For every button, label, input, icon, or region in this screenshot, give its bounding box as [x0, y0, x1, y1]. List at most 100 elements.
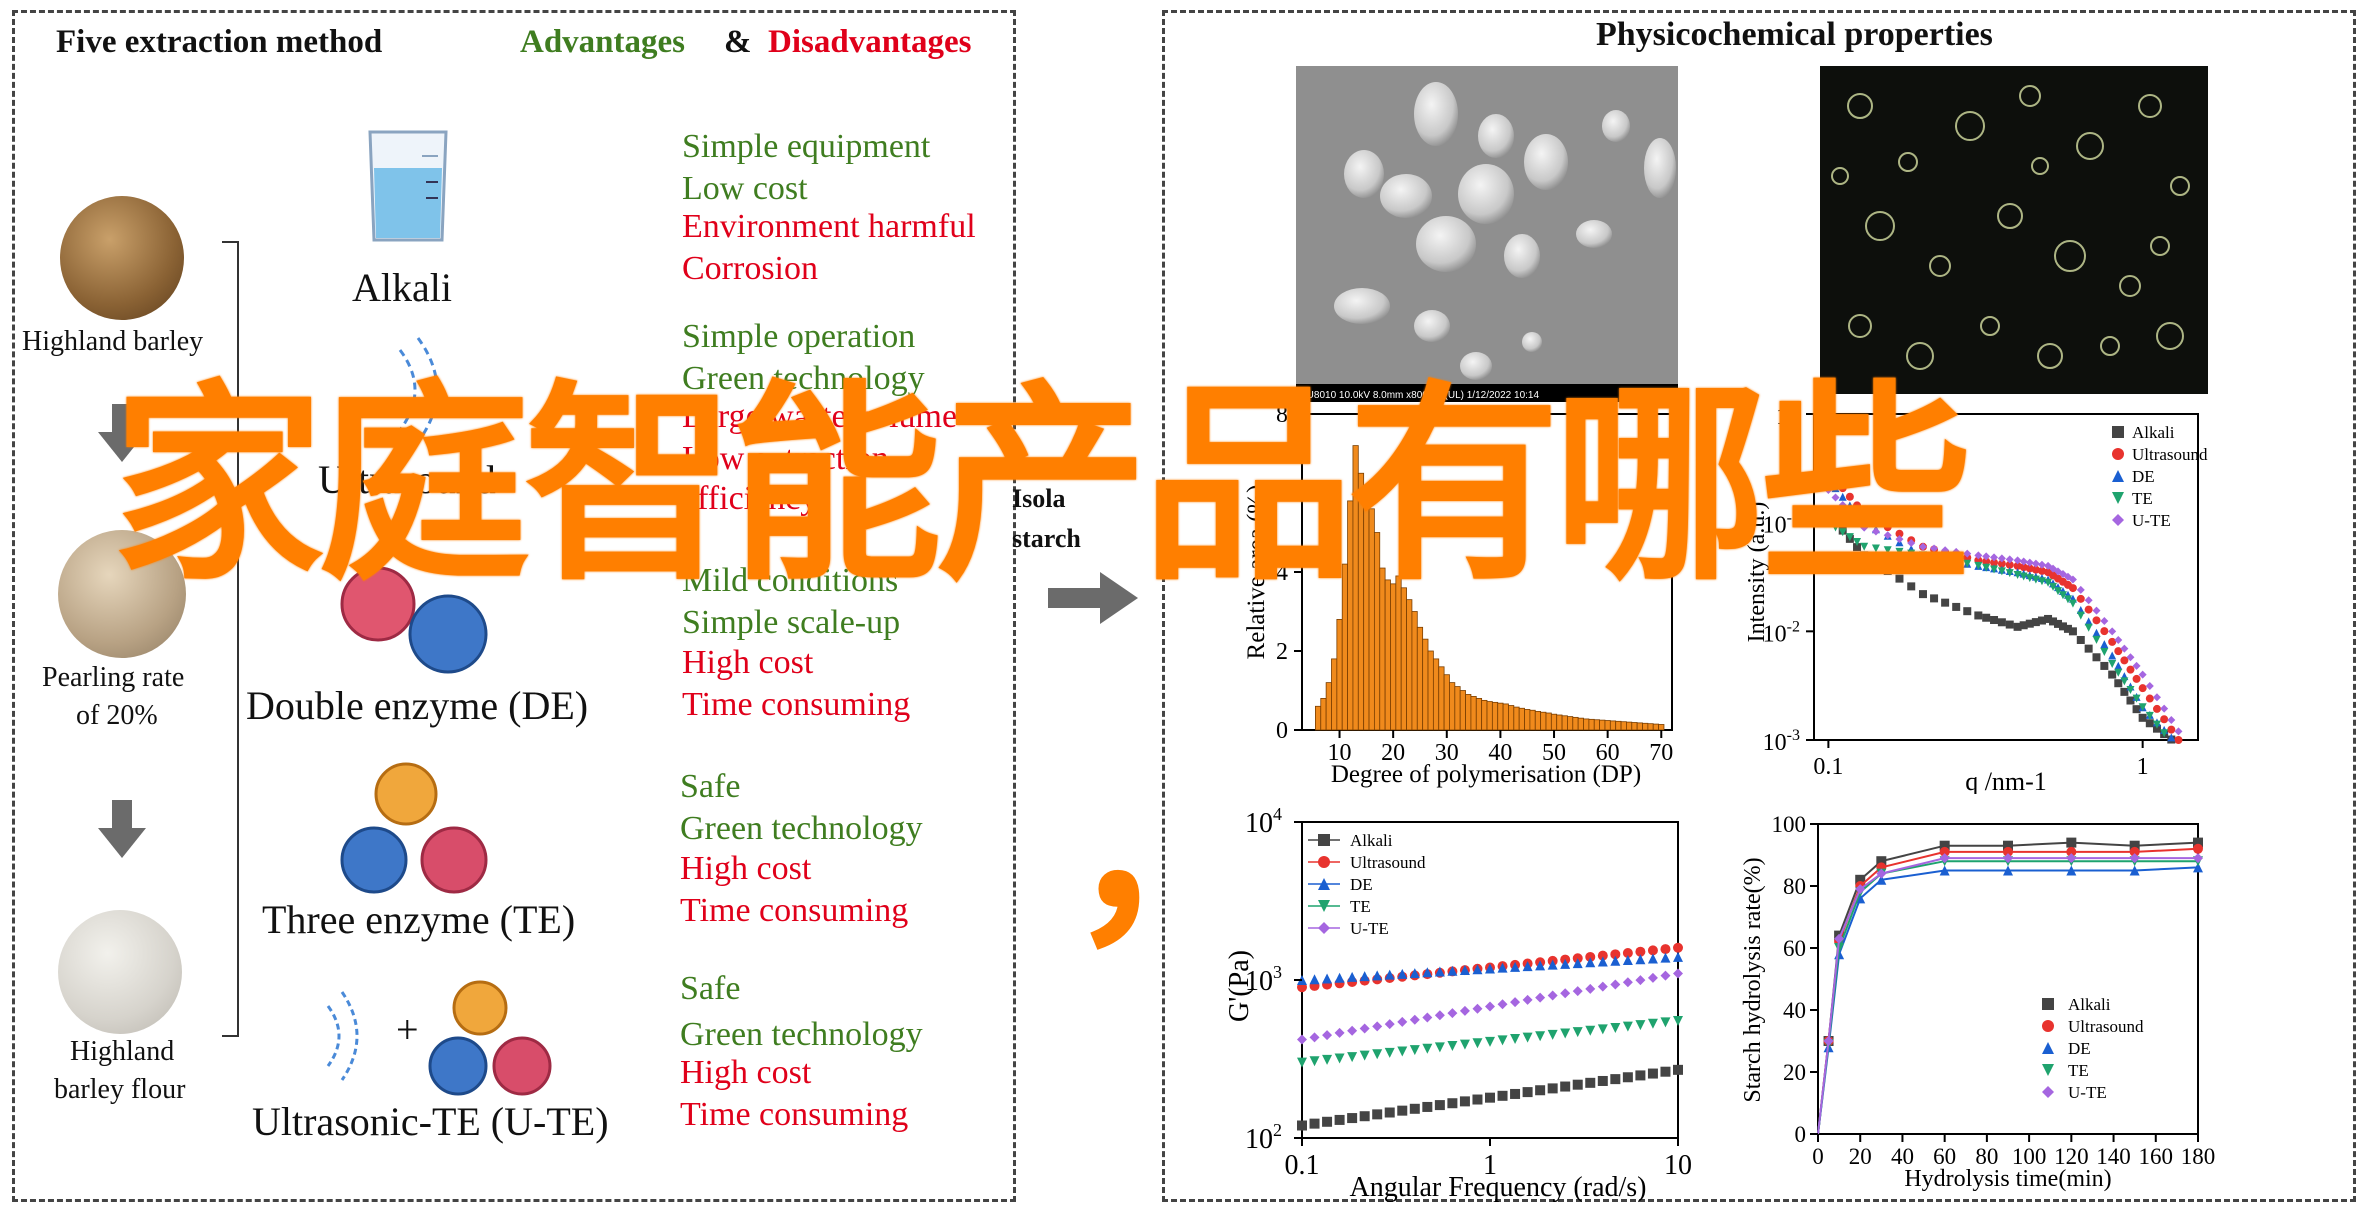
histogram-bar [1658, 724, 1665, 731]
data-point [2049, 617, 2058, 626]
data-point [2145, 711, 2154, 720]
method-bracket [222, 241, 239, 1037]
data-point [2066, 837, 2077, 848]
data-point [1622, 1072, 1633, 1083]
data-point [2092, 635, 2101, 644]
data-point [1535, 1085, 1546, 1096]
data-point [1384, 1107, 1395, 1118]
x-axis-label: Hydrolysis time(min) [1904, 1166, 2111, 1192]
data-point [1347, 1052, 1358, 1063]
data-point [1853, 501, 1862, 510]
histogram-bar [1577, 717, 1584, 731]
saxs-chart: 0.1 110-310-210-110 AlkaliUltrasoundDETEU… [1744, 404, 2208, 794]
three-enzyme-icon [340, 762, 488, 894]
data-point [2193, 843, 2203, 854]
histogram-bar [1406, 599, 1413, 731]
data-point [1472, 964, 1483, 975]
data-point [2138, 684, 2147, 693]
plot-frame [1817, 823, 2199, 1135]
tick-label: 80 [1783, 874, 1806, 899]
data-point [1647, 1068, 1658, 1079]
data-point [1522, 961, 1533, 972]
data-point [2037, 566, 2046, 575]
data-point [2054, 567, 2063, 576]
tick-label: 0 [1276, 718, 1288, 744]
enzyme-pair-icon [340, 566, 488, 674]
data-point [1635, 975, 1646, 986]
data-point [2120, 677, 2129, 686]
data-point [1673, 968, 1683, 979]
data-point [2152, 724, 2161, 733]
tick-label: 120 [2054, 1144, 2089, 1169]
data-point [1522, 1032, 1533, 1043]
histogram-bar [1320, 697, 1327, 731]
data-point [2112, 492, 2124, 504]
data-point [2003, 865, 2013, 876]
method-ultrasound: Ultrasound [318, 457, 496, 502]
data-point [1622, 1021, 1633, 1032]
data-point [1497, 1035, 1508, 1046]
data-point [1597, 981, 1608, 992]
data-point [2092, 606, 2101, 615]
data-point [1535, 992, 1546, 1003]
data-point [1318, 856, 1330, 868]
tick-label: 10 [1328, 740, 1352, 766]
data-point [1322, 1030, 1333, 1041]
tick-label: 20 [1381, 740, 1405, 766]
data-point [1597, 1024, 1608, 1035]
pearled-barley-image [58, 530, 186, 658]
data-point [2013, 622, 2022, 631]
data-point [1823, 1036, 1834, 1046]
data-point [1660, 952, 1671, 963]
data-point [2193, 837, 2203, 848]
data-point [1860, 523, 1869, 532]
data-point [1895, 529, 1904, 538]
data-point [1334, 1027, 1345, 1038]
data-point [1384, 1019, 1395, 1030]
data-point [2058, 570, 2067, 579]
data-point [1895, 547, 1904, 556]
tick-label: 1 [2137, 754, 2149, 780]
data-point [1384, 969, 1395, 980]
data-point [1359, 1111, 1370, 1122]
data-point [1397, 1105, 1408, 1116]
histogram-bar [1411, 611, 1418, 731]
tick-label: 20 [1849, 1144, 1872, 1169]
histogram-bar [1567, 716, 1574, 731]
data-point [1359, 971, 1370, 982]
data-point [2160, 715, 2169, 724]
data-point [1876, 856, 1887, 867]
data-point [1585, 951, 1596, 962]
data-point [1941, 555, 1950, 564]
data-point [1963, 559, 1972, 568]
data-point [1871, 544, 1880, 553]
down-arrow-icon [98, 404, 146, 462]
data-point [2058, 591, 2067, 600]
data-point [1322, 1054, 1333, 1065]
y-axis-label: Intensity (a.u.) [1744, 502, 1770, 643]
data-point [2120, 687, 2129, 696]
tick-label: 40 [1783, 998, 1806, 1023]
data-point [2042, 1086, 2054, 1098]
method-ultrasonic-te: Ultrasonic-TE (U-TE) [252, 1099, 609, 1144]
legend-label: Alkali [2068, 995, 2111, 1014]
histogram-bar [1647, 723, 1654, 731]
data-point [2145, 694, 2154, 703]
tick-label: 60 [1933, 1144, 1956, 1169]
data-point [2025, 574, 2034, 583]
histogram-bar [1518, 707, 1525, 731]
data-point [1883, 531, 1892, 540]
data-point [2167, 725, 2176, 734]
histogram-bar [1491, 701, 1499, 731]
data-point [1974, 551, 1983, 560]
data-point [1585, 957, 1596, 968]
histogram-bar [1427, 650, 1434, 731]
data-point [2108, 670, 2117, 679]
data-point [1939, 865, 1950, 876]
data-point [1318, 922, 1330, 934]
histogram-bar [1465, 694, 1472, 731]
data-point [2092, 616, 2101, 625]
data-point [2003, 846, 2013, 857]
data-point [1838, 492, 1847, 501]
tick-label: 100 [1772, 812, 1807, 837]
